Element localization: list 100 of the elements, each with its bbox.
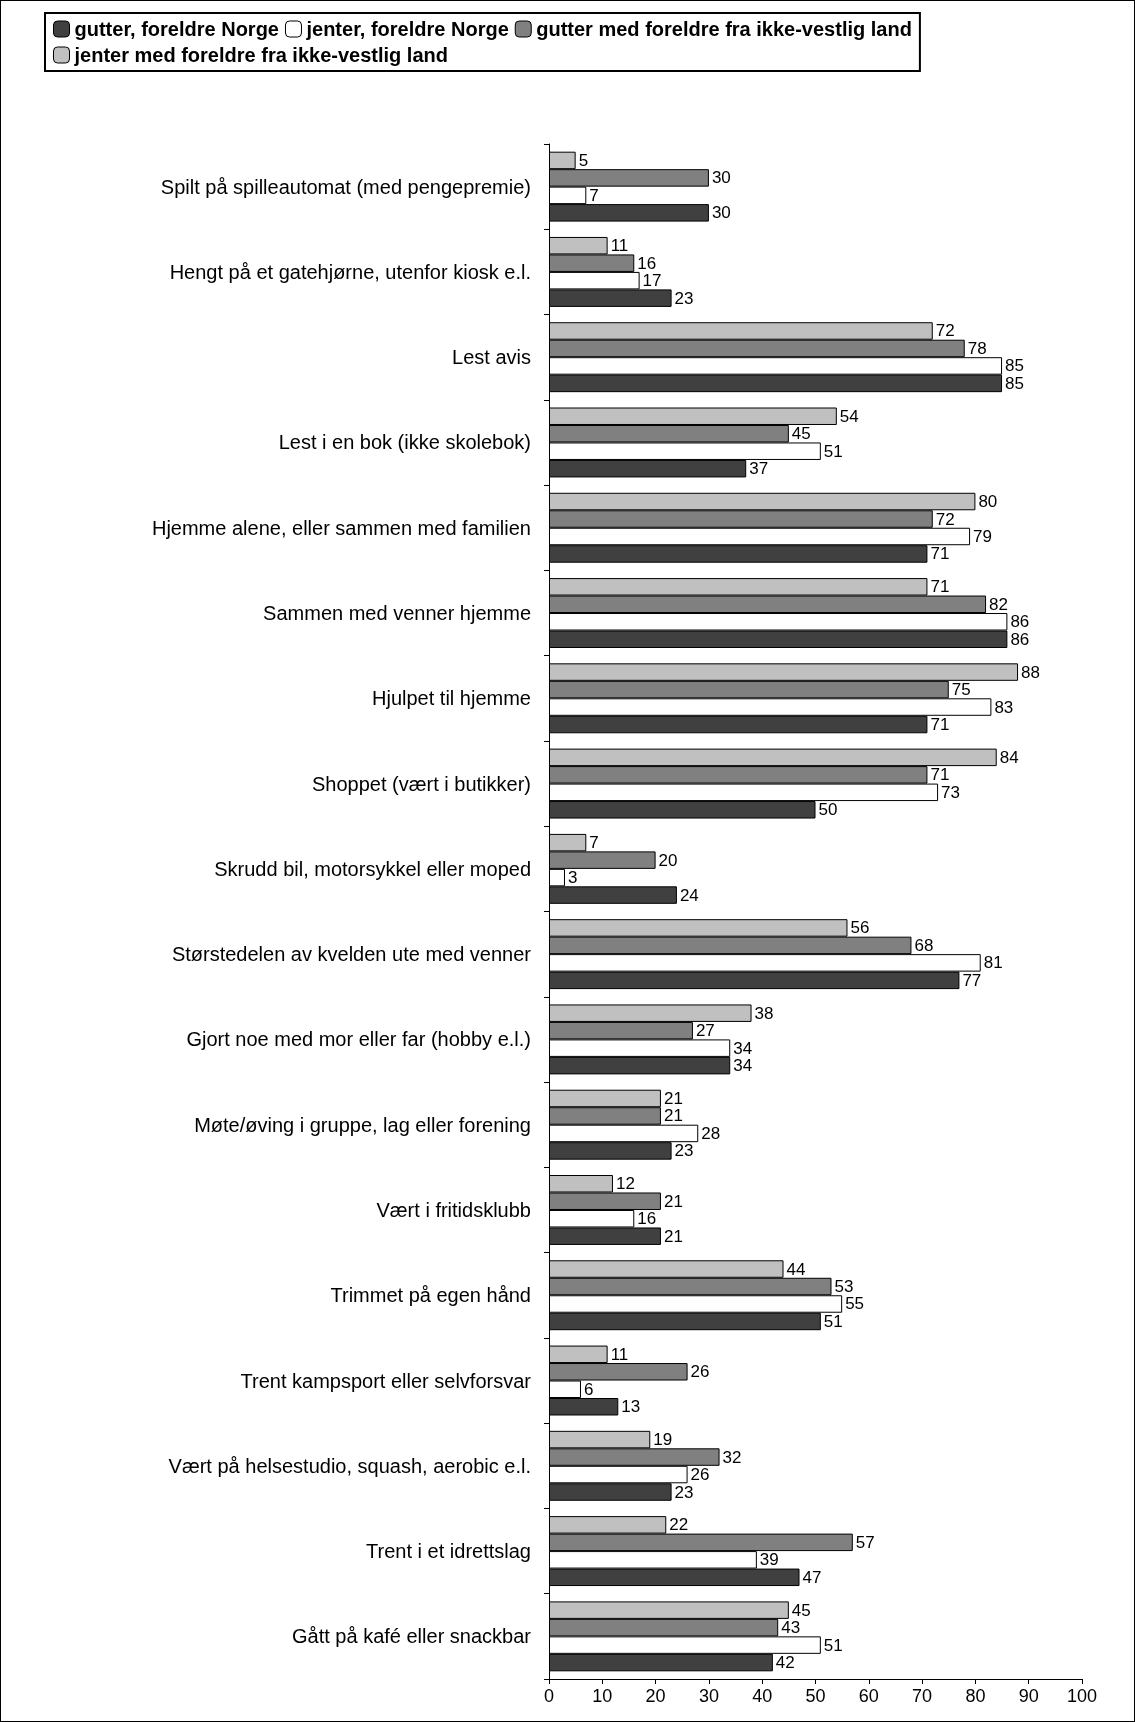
y-tick-label: Vært på helsestudio, squash, aerobic e.l. xyxy=(168,1454,531,1477)
data-label: 21 xyxy=(663,1106,683,1126)
data-label: 26 xyxy=(690,1362,710,1382)
data-label: 47 xyxy=(802,1567,822,1587)
data-label: 55 xyxy=(845,1294,865,1314)
y-tick-label: Gjort noe med mor eller far (hobby e.l.) xyxy=(186,1028,531,1051)
data-label: 16 xyxy=(637,253,657,273)
y-tick-label: Gått på kafé eller snackbar xyxy=(291,1625,532,1648)
y-tick-label: Trent kampsport eller selvforsvar xyxy=(240,1369,532,1392)
data-label: 28 xyxy=(701,1123,721,1143)
data-label: 86 xyxy=(1010,629,1030,649)
data-label: 84 xyxy=(999,747,1019,767)
x-tick-label: 80 xyxy=(965,1686,986,1706)
data-label: 73 xyxy=(941,782,961,802)
data-label: 56 xyxy=(850,918,870,938)
y-tick-label: Hjemme alene, eller sammen med familien xyxy=(151,516,531,539)
data-label: 54 xyxy=(839,406,859,426)
data-label: 86 xyxy=(1010,612,1030,632)
data-label: 68 xyxy=(914,935,934,955)
y-tick-label: Shoppet (vært i butikker) xyxy=(312,772,531,795)
data-label: 38 xyxy=(754,1003,774,1023)
data-label: 5 xyxy=(578,150,589,170)
data-label: 22 xyxy=(669,1515,689,1535)
data-label: 3 xyxy=(567,868,578,888)
data-label: 24 xyxy=(679,885,699,905)
y-tick-label: Skrudd bil, motorsykkel eller moped xyxy=(214,857,531,880)
y-tick-label: Møte/øving i gruppe, lag eller forening xyxy=(194,1113,531,1136)
data-label: 12 xyxy=(615,1174,635,1194)
data-label: 78 xyxy=(967,338,987,358)
data-label: 27 xyxy=(695,1021,715,1041)
x-tick-label: 0 xyxy=(543,1686,555,1706)
x-tick-label: 100 xyxy=(1066,1686,1098,1706)
data-label: 83 xyxy=(994,697,1014,717)
data-label: 71 xyxy=(930,544,950,564)
data-label: 23 xyxy=(674,288,694,308)
data-label: 72 xyxy=(935,509,955,529)
y-tick-label: Lest avis xyxy=(452,346,531,369)
x-tick-label: 40 xyxy=(752,1686,773,1706)
data-label: 26 xyxy=(690,1465,710,1485)
y-tick-label: Størstedelen av kvelden ute med venner xyxy=(171,943,532,966)
data-label: 21 xyxy=(663,1088,683,1108)
x-tick-label: 20 xyxy=(645,1686,666,1706)
legend-label: jenter, foreldre Norge xyxy=(305,18,509,40)
data-label: 30 xyxy=(711,168,731,188)
y-tick-label: Hjulpet til hjemme xyxy=(372,687,531,710)
data-label: 13 xyxy=(621,1397,641,1417)
x-tick-label: 60 xyxy=(858,1686,879,1706)
x-tick-label: 10 xyxy=(592,1686,613,1706)
data-label: 42 xyxy=(775,1653,795,1673)
data-label: 32 xyxy=(722,1447,742,1467)
data-label: 57 xyxy=(855,1532,875,1552)
legend-label: jenter med foreldre fra ikke-vestlig land xyxy=(73,44,448,66)
data-label: 21 xyxy=(663,1191,683,1211)
data-label: 88 xyxy=(1021,662,1040,682)
data-label: 85 xyxy=(1005,356,1024,376)
data-label: 6 xyxy=(583,1379,594,1399)
data-label: 23 xyxy=(674,1141,694,1161)
data-label: 75 xyxy=(951,680,971,700)
data-label: 34 xyxy=(733,1038,753,1058)
data-label: 51 xyxy=(823,1311,843,1331)
data-label: 85 xyxy=(1005,373,1024,393)
data-label: 82 xyxy=(989,594,1008,614)
data-label: 44 xyxy=(786,1259,806,1279)
y-tick-label: Trimmet på egen hånd xyxy=(330,1284,531,1307)
x-tick-label: 90 xyxy=(1018,1686,1039,1706)
data-label: 45 xyxy=(791,1600,811,1620)
data-label: 11 xyxy=(610,1344,629,1364)
data-label: 77 xyxy=(962,970,982,990)
x-tick-label: 50 xyxy=(805,1686,826,1706)
data-label: 16 xyxy=(637,1209,657,1229)
data-label: 7 xyxy=(589,833,599,853)
data-label: 53 xyxy=(834,1277,854,1297)
data-label: 39 xyxy=(759,1550,779,1570)
y-tick-label: Lest i en bok (ikke skolebok) xyxy=(278,431,531,454)
data-label: 19 xyxy=(653,1430,673,1450)
data-label: 51 xyxy=(823,441,843,461)
data-label: 34 xyxy=(733,1056,753,1076)
x-tick-label: 70 xyxy=(912,1686,933,1706)
data-label: 72 xyxy=(935,321,955,341)
data-label: 23 xyxy=(674,1482,694,1502)
data-label: 71 xyxy=(930,765,950,785)
data-label: 30 xyxy=(711,203,731,223)
y-tick-label: Vært i fritidsklubb xyxy=(376,1198,531,1221)
legend-label: gutter med foreldre fra ikke-vestlig land xyxy=(536,18,912,40)
data-label: 45 xyxy=(791,424,811,444)
data-label: 80 xyxy=(978,492,998,512)
legend-label: gutter, foreldre Norge xyxy=(74,18,279,40)
data-label: 81 xyxy=(983,953,1003,973)
data-label: 7 xyxy=(589,185,599,205)
x-tick-label: 30 xyxy=(698,1686,719,1706)
y-tick-label: Sammen med venner hjemme xyxy=(263,602,531,625)
data-label: 71 xyxy=(930,715,950,735)
data-label: 50 xyxy=(818,800,838,820)
data-label: 71 xyxy=(930,577,950,597)
data-label: 43 xyxy=(781,1618,801,1638)
y-tick-label: Hengt på et gatehjørne, utenfor kiosk e.l. xyxy=(169,260,531,283)
y-tick-label: Spilt på spilleautomat (med pengepremie) xyxy=(160,175,531,198)
data-label: 37 xyxy=(749,459,769,479)
data-label: 21 xyxy=(663,1226,683,1246)
data-label: 51 xyxy=(823,1635,843,1655)
